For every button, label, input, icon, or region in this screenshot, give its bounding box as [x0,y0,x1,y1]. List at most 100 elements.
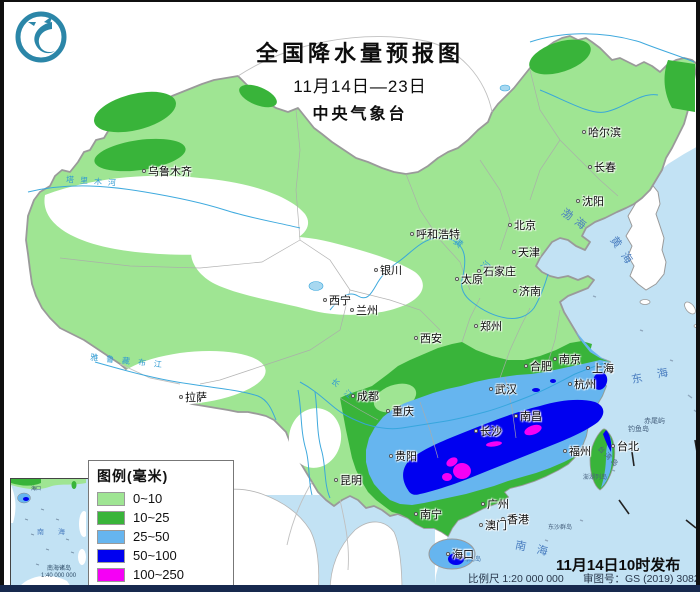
city-macau: 澳门 [479,517,507,533]
city-shanghai: 上海 [586,360,614,376]
land-korea [625,181,667,291]
city-tianjin: 天津 [512,244,540,260]
city-label: 合肥 [530,361,552,373]
inset-mainland-green [11,479,41,486]
city-label: 石家庄 [483,266,516,278]
city-wuhan: 武汉 [489,381,517,397]
city-hongkong: 香港 [501,511,529,527]
city-guiyang: 贵阳 [389,448,417,464]
city-changsha: 长沙 [474,423,502,439]
city-shijiazhuang: 石家庄 [477,263,516,279]
city-dot [446,552,450,556]
river-yangtze [299,361,609,430]
city-xian: 西安 [414,330,442,346]
city-dot [501,517,505,521]
province-borders [59,69,619,459]
agency-name: 中央气象台 [312,106,408,123]
map-approval-number: 审图号：GS (2019) 3082号 [583,573,700,585]
city-dot [334,478,338,482]
city-dot [508,223,512,227]
city-label: 广州 [487,499,509,511]
city-kunming: 昆明 [334,472,362,488]
city-dot [474,324,478,328]
legend: 图例(毫米) 0~10 10~25 25~50 50~100 100~250 [88,460,234,588]
city-dot [374,268,378,272]
city-taipei: 台北 [611,438,639,454]
river-tarim [27,185,301,229]
river-songhua [539,89,659,113]
city-label: 澳门 [485,520,507,532]
city-dot [414,336,418,340]
city-label: 乌鲁木齐 [148,166,192,178]
inset-philippines-1 [79,511,89,537]
city-dot [455,277,459,281]
city-guangzhou: 广州 [481,496,509,512]
river-salween [314,391,331,499]
legend-value: 10~25 [133,510,170,525]
zone-none-lhasa [114,350,266,406]
legend-title: 图例(毫米) [97,468,169,484]
city-label: 贵阳 [395,451,417,463]
zone-10-25-heilongjiang [529,39,591,75]
city-nanchang: 南昌 [514,408,542,424]
island-label-penghu: 澎湖列岛 [583,475,608,481]
page-title: 全国降水量预报图 [255,41,464,66]
legend-row: 10~25 [97,508,225,527]
city-hangzhou: 杭州 [568,376,596,392]
island-label-diaoyu: 钓鱼岛 [628,426,649,433]
inset-sea-label: 南 海 [37,529,71,536]
city-dot [142,169,146,173]
zone-50-100-taiwan-ne [603,430,612,452]
city-harbin: 哈尔滨 [582,124,621,140]
inset-island-dashes [24,508,75,569]
city-label: 南昌 [520,411,542,423]
city-label: 上海 [592,363,614,375]
city-dot [489,387,493,391]
city-label: 南宁 [420,509,442,521]
city-dot [514,414,518,418]
city-urumqi: 乌鲁木齐 [142,163,192,179]
city-label: 银川 [380,265,402,277]
foreign-borders [119,36,493,571]
city-yinchuan: 银川 [374,262,402,278]
city-taiyuan: 太原 [455,271,483,287]
city-dot [414,512,418,516]
inset-hainan-blue [23,497,29,501]
map-scale: 比例尺 1:20 000 000 [468,573,564,585]
city-label: 天津 [518,247,540,259]
city-label: 太原 [461,274,483,286]
legend-swatch-100-250 [97,567,125,582]
city-dot [588,165,592,169]
city-changchun: 长春 [588,159,616,175]
legend-row: 0~10 [97,489,225,508]
map-frame-right [696,0,700,592]
city-dot [481,502,485,506]
city-label: 重庆 [392,406,414,418]
city-label: 杭州 [574,379,596,391]
city-label: 昆明 [340,475,362,487]
city-dot [512,250,516,254]
city-hefei: 合肥 [524,358,552,374]
city-label: 北京 [514,220,536,232]
zone-100-250-blobs [442,424,542,481]
inset-map [11,479,89,587]
city-dot [351,394,355,398]
inset-borneo [19,575,71,587]
city-lhasa: 拉萨 [179,389,207,405]
map-frame-bottom [0,585,700,592]
city-label: 哈尔滨 [588,127,621,139]
zone-10-25-nw-xinjiang-1 [94,91,176,133]
city-dot [586,366,590,370]
cma-logo [15,11,67,63]
island-label-chiwei: 赤尾屿 [644,418,665,425]
legend-value: 50~100 [133,548,177,563]
city-label: 南京 [559,354,581,366]
city-dot [477,269,481,273]
city-dot [479,523,483,527]
city-label: 西宁 [329,295,351,307]
zone-none-qinghai-gansu [191,235,423,315]
south-china-sea-inset: 海口 南 海 南海诸岛 1:40 000 000 [10,478,89,590]
city-chengdu: 成都 [351,388,379,404]
inset-taiwan [71,481,77,489]
